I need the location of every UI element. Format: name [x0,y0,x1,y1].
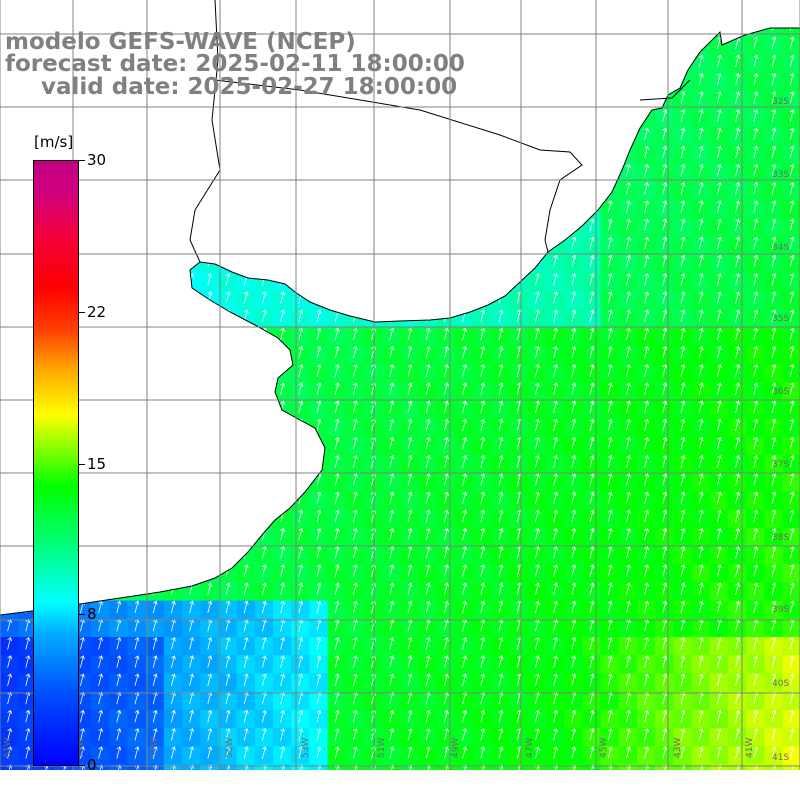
longitude-labels: 61W 59W 57W 55W 53W 51W 49W 47W 45W 43W 41W [3,738,755,758]
lon-label: 61W [3,738,13,758]
lon-label: 49W [451,738,461,758]
lon-label: 57W [150,738,160,758]
lat-label: 33S [772,170,789,180]
lat-label: 35S [772,314,789,324]
lat-label: 32S [772,97,789,107]
lat-label: 38S [772,533,789,543]
forecast-date: forecast date: 2025-02-11 18:00:00 [5,51,465,77]
colorbar-tick [79,160,85,161]
colorbar-tick-label: 8 [87,605,97,623]
lon-label: 51W [377,738,387,758]
lat-label: 40S [772,679,789,689]
valid-date: valid date: 2025-02-27 18:00:00 [41,74,458,100]
land-mass [0,0,800,615]
lat-label: 36S [772,387,789,397]
lon-label: 55W [225,738,235,758]
lon-label: 43W [673,738,683,758]
lat-label: 34S [772,243,789,253]
colorbar [33,160,79,766]
colorbar-tick-label: 30 [87,151,107,169]
colorbar-tick-label: 0 [87,756,97,774]
coastline [0,27,800,616]
colorbar-tick [79,312,85,313]
lon-label: 45W [599,738,609,758]
model-title: modelo GEFS-WAVE (NCEP) [5,29,356,55]
lon-label: 59W [76,738,86,758]
colorbar-tick-label: 22 [87,303,107,321]
lon-label: 41W [745,738,755,758]
lon-label: 47W [525,738,535,758]
colorbar-tick [79,765,85,766]
colorbar-tick-label: 15 [87,455,107,473]
lat-label: 39S [772,605,789,615]
colorbar-tick [79,614,85,615]
lat-label: 37S [772,460,789,470]
lat-label: 41S [772,753,789,763]
lon-label: 53W [301,738,311,758]
colorbar-tick [79,464,85,465]
latitude-labels: 32S 33S 34S 35S 36S 37S 38S 39S 40S 41S [772,97,789,763]
lat-lon-grid [0,0,800,770]
colorbar-unit: [m/s] [34,133,74,151]
